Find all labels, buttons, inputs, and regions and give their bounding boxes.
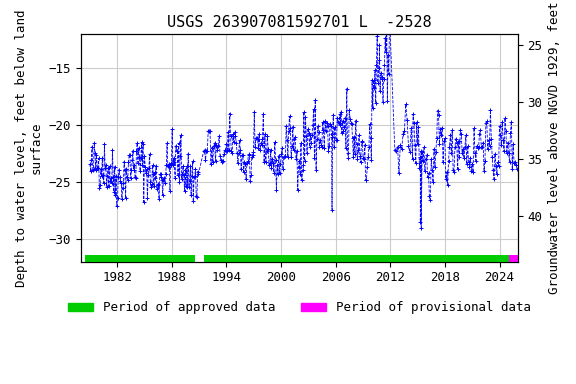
- Legend: Period of approved data, Period of provisional data: Period of approved data, Period of provi…: [63, 296, 536, 319]
- Y-axis label: Depth to water level, feet below land
surface: Depth to water level, feet below land su…: [15, 9, 43, 286]
- Y-axis label: Groundwater level above NGVD 1929, feet: Groundwater level above NGVD 1929, feet: [548, 2, 561, 294]
- Title: USGS 263907081592701 L  -2528: USGS 263907081592701 L -2528: [167, 15, 431, 30]
- Bar: [85, 255, 195, 262]
- Bar: [204, 255, 509, 262]
- Bar: [509, 255, 518, 262]
